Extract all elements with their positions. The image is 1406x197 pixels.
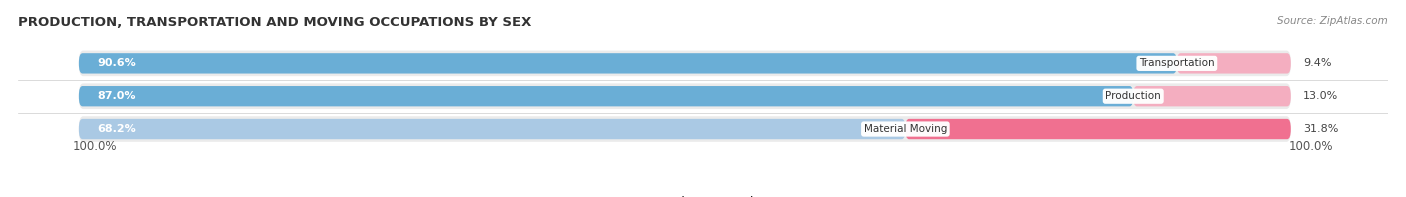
Text: 90.6%: 90.6% (97, 58, 136, 68)
Text: Production: Production (1105, 91, 1161, 101)
Text: 31.8%: 31.8% (1303, 124, 1339, 134)
Text: PRODUCTION, TRANSPORTATION AND MOVING OCCUPATIONS BY SEX: PRODUCTION, TRANSPORTATION AND MOVING OC… (18, 16, 531, 29)
FancyBboxPatch shape (905, 119, 1291, 139)
Text: 68.2%: 68.2% (97, 124, 136, 134)
Legend: Male, Female: Male, Female (644, 196, 762, 197)
FancyBboxPatch shape (79, 86, 1133, 106)
Text: 9.4%: 9.4% (1303, 58, 1331, 68)
Text: 13.0%: 13.0% (1303, 91, 1339, 101)
Text: 87.0%: 87.0% (97, 91, 135, 101)
FancyBboxPatch shape (79, 83, 1291, 109)
FancyBboxPatch shape (79, 119, 905, 139)
Text: 100.0%: 100.0% (73, 140, 117, 153)
Text: Source: ZipAtlas.com: Source: ZipAtlas.com (1277, 16, 1388, 26)
FancyBboxPatch shape (79, 53, 1177, 73)
Text: 100.0%: 100.0% (1289, 140, 1333, 153)
FancyBboxPatch shape (79, 116, 1291, 142)
FancyBboxPatch shape (1177, 53, 1291, 73)
FancyBboxPatch shape (79, 51, 1291, 76)
Text: Transportation: Transportation (1139, 58, 1215, 68)
FancyBboxPatch shape (1133, 86, 1291, 106)
Text: Material Moving: Material Moving (863, 124, 948, 134)
